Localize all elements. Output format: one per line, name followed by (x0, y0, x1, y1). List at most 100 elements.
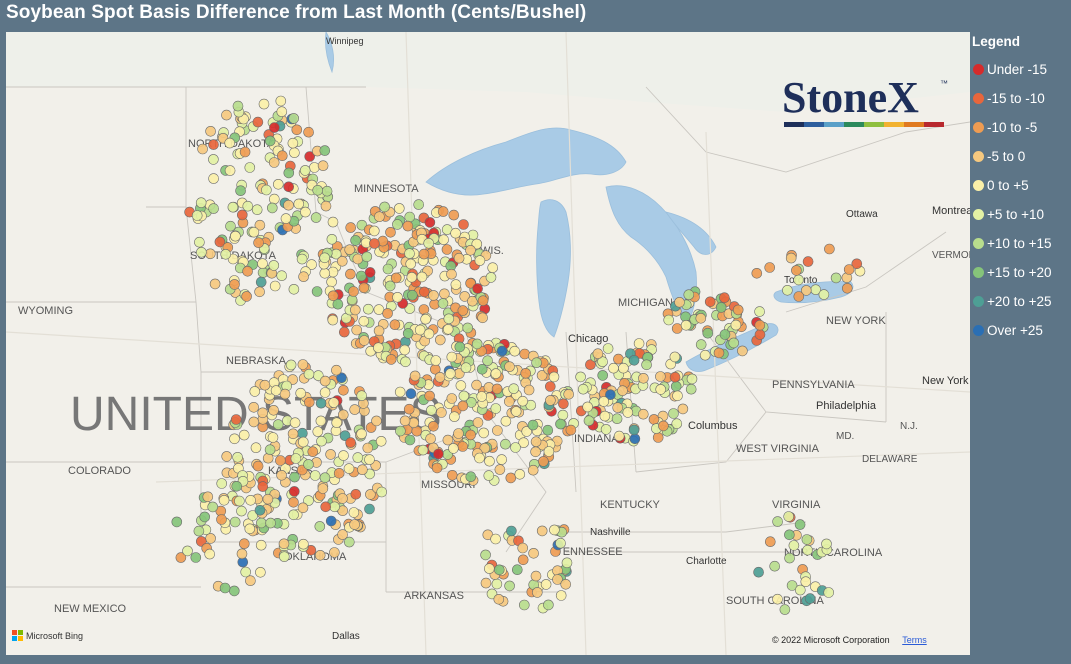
basis-point[interactable] (672, 390, 683, 402)
basis-point[interactable] (221, 451, 232, 462)
basis-point[interactable] (402, 220, 414, 232)
basis-point[interactable] (527, 419, 539, 431)
basis-point[interactable] (348, 286, 359, 297)
basis-point[interactable] (249, 386, 261, 397)
basis-point[interactable] (349, 304, 361, 316)
basis-point[interactable] (297, 502, 309, 514)
basis-point[interactable] (764, 536, 776, 548)
basis-point[interactable] (319, 145, 331, 156)
basis-point[interactable] (182, 545, 193, 557)
basis-point[interactable] (394, 386, 406, 398)
basis-point[interactable] (754, 319, 766, 331)
basis-point[interactable] (801, 534, 813, 545)
basis-point[interactable] (622, 407, 634, 418)
basis-point[interactable] (229, 433, 240, 445)
basis-point[interactable] (794, 519, 806, 530)
basis-point[interactable] (628, 354, 640, 366)
basis-point[interactable] (197, 143, 208, 155)
basis-point[interactable] (517, 554, 529, 566)
basis-point[interactable] (794, 584, 806, 596)
basis-point[interactable] (509, 345, 521, 357)
basis-point[interactable] (699, 349, 711, 361)
basis-point[interactable] (348, 507, 360, 518)
basis-point[interactable] (424, 217, 436, 228)
basis-point[interactable] (276, 150, 288, 161)
basis-point[interactable] (788, 540, 800, 551)
legend-item[interactable]: +5 to +10 (972, 200, 1071, 229)
basis-point[interactable] (254, 504, 266, 516)
basis-point[interactable] (783, 511, 795, 522)
basis-point[interactable] (297, 436, 309, 448)
basis-point[interactable] (303, 396, 315, 408)
basis-point[interactable] (695, 339, 707, 350)
basis-point[interactable] (289, 417, 301, 429)
basis-point[interactable] (269, 280, 281, 292)
basis-point[interactable] (248, 226, 260, 238)
basis-point[interactable] (171, 516, 183, 528)
basis-point[interactable] (355, 270, 367, 282)
basis-point[interactable] (446, 268, 457, 280)
basis-point[interactable] (420, 313, 431, 325)
basis-point[interactable] (520, 367, 532, 379)
basis-point[interactable] (285, 359, 297, 371)
basis-point[interactable] (331, 364, 342, 376)
basis-point[interactable] (220, 249, 231, 260)
basis-point[interactable] (229, 585, 240, 597)
basis-point[interactable] (248, 401, 259, 413)
basis-point[interactable] (514, 468, 526, 480)
basis-point[interactable] (224, 137, 235, 149)
basis-point[interactable] (403, 403, 415, 415)
basis-point[interactable] (437, 206, 449, 217)
basis-point[interactable] (319, 375, 331, 387)
basis-point[interactable] (521, 426, 533, 437)
basis-point[interactable] (304, 151, 316, 162)
basis-point[interactable] (344, 244, 356, 255)
basis-point[interactable] (517, 395, 529, 407)
basis-point[interactable] (230, 230, 241, 242)
basis-point[interactable] (320, 501, 332, 513)
basis-point[interactable] (362, 442, 374, 454)
basis-point[interactable] (279, 388, 291, 400)
basis-point[interactable] (319, 387, 331, 398)
basis-point[interactable] (496, 345, 508, 357)
basis-point[interactable] (280, 213, 292, 224)
basis-point[interactable] (303, 126, 314, 138)
basis-point[interactable] (458, 219, 469, 230)
basis-point[interactable] (713, 347, 725, 359)
basis-point[interactable] (345, 268, 356, 280)
basis-point[interactable] (337, 493, 348, 504)
basis-point[interactable] (602, 343, 614, 354)
basis-point[interactable] (195, 197, 207, 208)
basis-point[interactable] (232, 451, 243, 463)
basis-point[interactable] (325, 515, 337, 527)
basis-point[interactable] (793, 274, 804, 286)
basis-point[interactable] (471, 338, 483, 350)
basis-point[interactable] (575, 371, 586, 383)
basis-point[interactable] (417, 444, 429, 456)
basis-point[interactable] (256, 517, 267, 529)
basis-point[interactable] (374, 211, 385, 222)
basis-point[interactable] (517, 542, 529, 554)
basis-point[interactable] (702, 327, 714, 339)
basis-point[interactable] (288, 509, 299, 521)
basis-point[interactable] (543, 599, 554, 611)
basis-point[interactable] (229, 279, 240, 290)
basis-point[interactable] (598, 396, 610, 407)
basis-point[interactable] (303, 368, 315, 380)
basis-point[interactable] (254, 286, 265, 298)
basis-point[interactable] (221, 109, 232, 121)
basis-point[interactable] (416, 271, 428, 283)
basis-point[interactable] (477, 312, 488, 324)
basis-point[interactable] (680, 319, 692, 331)
basis-point[interactable] (655, 371, 666, 382)
legend-item[interactable]: Over +25 (972, 316, 1071, 345)
basis-point[interactable] (652, 432, 664, 443)
basis-point[interactable] (641, 359, 652, 371)
basis-point[interactable] (474, 452, 485, 464)
basis-point[interactable] (506, 525, 517, 537)
basis-point[interactable] (315, 415, 327, 427)
basis-point[interactable] (218, 494, 230, 506)
basis-point[interactable] (276, 106, 288, 117)
basis-point[interactable] (830, 272, 842, 284)
basis-point[interactable] (358, 335, 370, 346)
